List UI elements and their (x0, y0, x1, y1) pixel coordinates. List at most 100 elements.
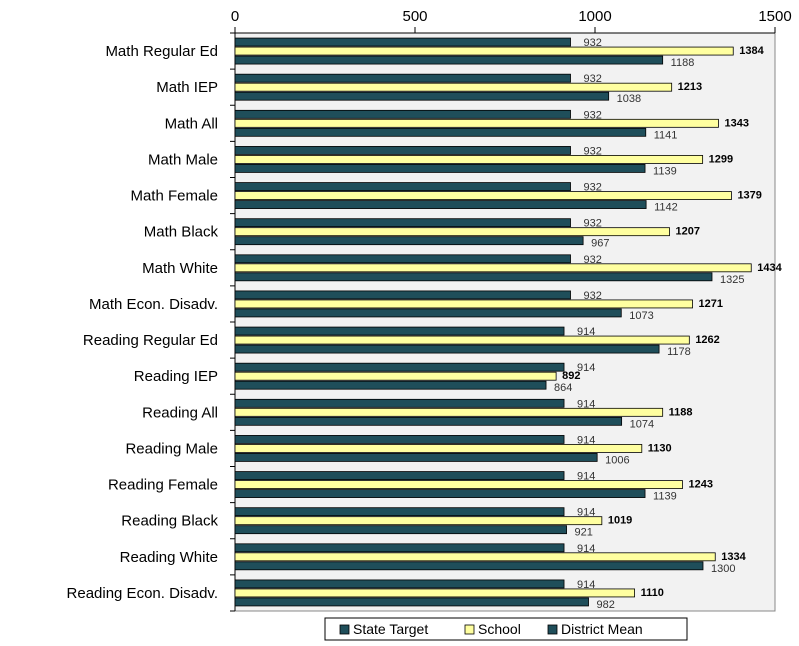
data-label-district-mean-math-female: 1142 (654, 202, 678, 214)
category-label-math-regular-ed: Math Regular Ed (105, 43, 218, 60)
bar-district-mean-reading-female (234, 489, 646, 498)
category-label-reading-black: Reading Black (121, 513, 218, 530)
bar-school-reading-female (234, 480, 683, 489)
legend-swatch-district-mean (547, 624, 558, 635)
bar-district-mean-math-econ-disadv (234, 308, 622, 318)
legend-swatch-state-target (339, 624, 350, 635)
data-label-district-mean-reading-female: 1139 (653, 491, 677, 503)
data-label-school-reading-female: 1243 (688, 479, 712, 491)
bar-state-target-math-econ-disadv (234, 290, 571, 300)
data-label-state-target-math-female: 932 (584, 182, 602, 194)
bar-district-mean-reading-male (234, 453, 598, 462)
data-label-school-reading-all: 1188 (669, 406, 693, 418)
data-label-district-mean-math-regular-ed: 1188 (671, 57, 695, 69)
bar-school-reading-white (234, 552, 716, 562)
category-label-math-female: Math Female (130, 188, 218, 205)
legend-swatch-school (464, 624, 475, 635)
bar-state-target-reading-iep (234, 362, 565, 372)
bar-state-target-math-black (234, 218, 571, 228)
data-label-state-target-math-iep: 932 (584, 73, 602, 85)
data-label-school-math-econ-disadv: 1271 (699, 298, 723, 310)
data-label-district-mean-math-all: 1141 (654, 129, 678, 141)
data-label-district-mean-reading-male: 1006 (605, 454, 629, 466)
category-label-reading-all: Reading All (142, 404, 218, 421)
data-label-state-target-reading-iep: 914 (577, 362, 595, 374)
category-label-reading-iep: Reading IEP (134, 368, 218, 385)
data-label-district-mean-reading-all: 1074 (630, 418, 654, 430)
data-label-district-mean-math-iep: 1038 (617, 93, 641, 105)
bar-state-target-reading-female (234, 471, 565, 480)
data-label-school-reading-iep: 892 (562, 370, 580, 382)
data-label-state-target-reading-white: 914 (577, 543, 595, 555)
data-label-school-reading-male: 1130 (648, 442, 672, 454)
x-tick-label-1000: 1000 (578, 8, 611, 25)
category-label-reading-regular-ed: Reading Regular Ed (83, 332, 218, 349)
data-label-school-math-white: 1434 (757, 262, 782, 274)
bar-state-target-math-all (234, 109, 571, 119)
data-label-state-target-math-regular-ed: 932 (584, 37, 602, 49)
bar-district-mean-reading-iep (234, 380, 547, 390)
category-label-reading-econ-disadv: Reading Econ. Disadv. (67, 585, 218, 602)
bar-district-mean-math-all (234, 127, 647, 137)
data-label-school-math-iep: 1213 (678, 81, 702, 93)
data-label-state-target-math-white: 932 (584, 254, 602, 266)
data-label-school-reading-econ-disadv: 1110 (641, 587, 664, 599)
bar-school-reading-iep (234, 371, 557, 381)
bar-state-target-reading-white (234, 543, 565, 553)
bar-school-reading-black (234, 516, 603, 526)
data-label-school-math-regular-ed: 1384 (739, 45, 764, 57)
bar-district-mean-math-iep (234, 91, 610, 101)
bar-school-math-regular-ed (234, 46, 734, 56)
bar-district-mean-math-regular-ed (234, 55, 664, 65)
data-label-state-target-reading-econ-disadv: 914 (577, 579, 595, 591)
bar-school-math-female (234, 191, 732, 200)
bar-school-math-black (234, 227, 670, 237)
bar-state-target-math-iep (234, 73, 571, 83)
data-label-state-target-reading-all: 914 (577, 398, 595, 410)
bar-state-target-reading-all (234, 398, 565, 408)
data-label-district-mean-reading-black: 921 (575, 527, 593, 539)
bar-district-mean-reading-black (234, 525, 567, 535)
legend-label-state-target: State Target (353, 621, 428, 637)
bar-school-reading-all (234, 407, 664, 417)
bar-district-mean-reading-all (234, 416, 623, 426)
category-label-math-male: Math Male (148, 151, 218, 168)
x-tick-label-500: 500 (402, 8, 427, 25)
bar-state-target-reading-male (234, 435, 565, 444)
data-label-state-target-math-male: 932 (584, 145, 602, 157)
data-label-district-mean-math-econ-disadv: 1073 (629, 310, 653, 322)
data-label-district-mean-reading-regular-ed: 1178 (667, 346, 691, 358)
data-label-school-reading-regular-ed: 1262 (695, 334, 719, 346)
data-label-state-target-math-all: 932 (584, 109, 602, 121)
bar-state-target-math-female (234, 182, 571, 191)
bar-school-math-econ-disadv (234, 299, 693, 309)
data-label-school-math-male: 1299 (709, 153, 733, 165)
data-label-district-mean-reading-white: 1300 (711, 563, 735, 575)
x-tick-label-1500: 1500 (758, 8, 791, 25)
category-label-reading-female: Reading Female (108, 477, 218, 494)
bar-district-mean-math-female (234, 200, 647, 209)
data-label-school-math-female: 1379 (737, 190, 761, 202)
legend-box (324, 617, 688, 641)
x-tick-label-0: 0 (231, 8, 239, 25)
bar-school-reading-male (234, 444, 643, 453)
bar-district-mean-reading-econ-disadv (234, 597, 589, 607)
data-label-district-mean-reading-iep: 864 (554, 382, 572, 394)
data-label-state-target-math-econ-disadv: 932 (584, 290, 602, 302)
data-label-school-reading-white: 1334 (721, 551, 746, 563)
bar-district-mean-math-male (234, 164, 646, 173)
bar-district-mean-reading-white (234, 561, 704, 571)
bar-school-math-all (234, 118, 719, 128)
bar-state-target-reading-econ-disadv (234, 579, 565, 589)
data-label-state-target-reading-male: 914 (577, 434, 595, 446)
data-label-school-math-black: 1207 (676, 226, 700, 238)
data-label-school-reading-black: 1019 (608, 515, 632, 527)
bar-district-mean-math-black (234, 236, 584, 246)
legend-label-school: School (478, 621, 521, 637)
data-label-state-target-reading-regular-ed: 914 (577, 326, 595, 338)
bar-district-mean-math-white (234, 272, 713, 282)
data-label-state-target-reading-black: 914 (577, 507, 595, 519)
legend-label-district-mean: District Mean (561, 621, 643, 637)
